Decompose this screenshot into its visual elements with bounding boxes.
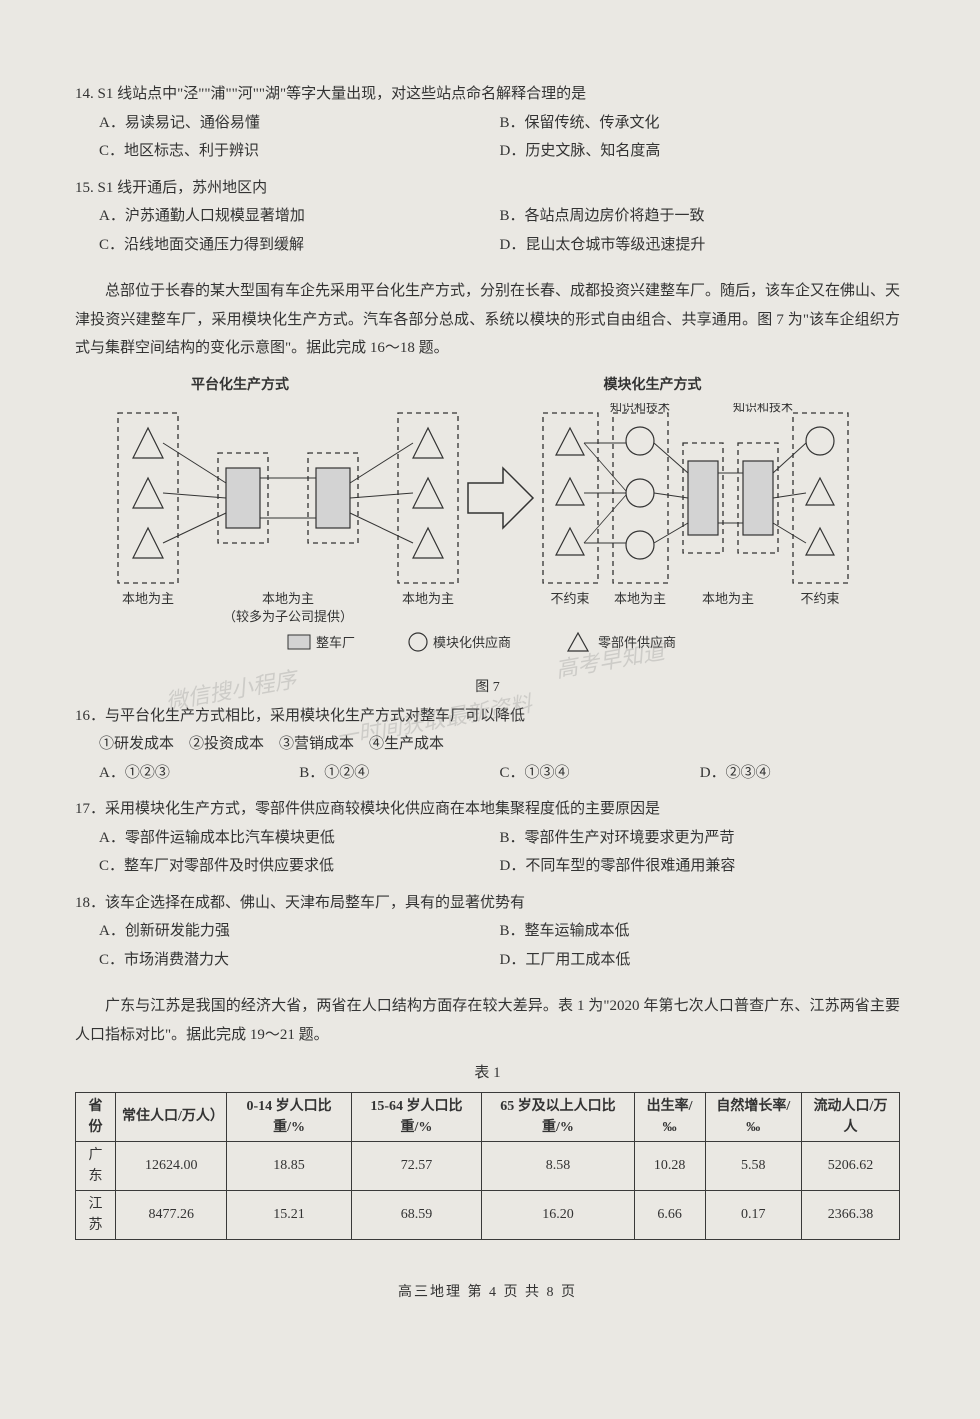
cell: 5.58 (705, 1141, 801, 1190)
th-birth-rate: 出生率/‰ (634, 1092, 705, 1141)
table-row: 江苏 8477.26 15.21 68.59 16.20 6.66 0.17 2… (76, 1190, 900, 1239)
q14-options: A．易读易记、通俗易懂 B．保留传统、传承文化 C．地区标志、利于辨识 D．历史… (75, 109, 900, 166)
cell: 15.21 (227, 1190, 351, 1239)
q16-items: ①研发成本 ②投资成本 ③营销成本 ④生产成本 (75, 730, 900, 759)
th-age-0-14: 0-14 岁人口比重/% (227, 1092, 351, 1141)
svg-text:本地为主: 本地为主 (613, 591, 665, 606)
svg-text:零部件供应商: 零部件供应商 (598, 635, 676, 650)
diagram-title-left: 平台化生产方式 (96, 373, 385, 400)
question-17: 17．采用模块化生产方式，零部件供应商较模块化供应商在本地集聚程度低的主要原因是… (75, 795, 900, 881)
diagram-svg: 本地为主 本地为主 本地为主 （较多为子公司提供） 知识和技术 知识和技术 (108, 403, 868, 663)
cell: 6.66 (634, 1190, 705, 1239)
q17-options: A．零部件运输成本比汽车模块更低 B．零部件生产对环境要求更为严苛 C．整车厂对… (75, 824, 900, 881)
cell: 8477.26 (116, 1190, 227, 1239)
page: 14. S1 线站点中"泾""浦""河""湖"等字大量出现，对这些站点命名解释合… (75, 80, 900, 1306)
passage-3: 广东与江苏是我国的经济大省，两省在人口结构方面存在较大差异。表 1 为"2020… (75, 992, 900, 1049)
svg-text:本地为主: 本地为主 (401, 591, 453, 606)
q16-opt-a: A．①②③ (99, 759, 299, 788)
question-16: 16．与平台化生产方式相比，采用模块化生产方式对整车厂可以降低 ①研发成本 ②投… (75, 702, 900, 788)
q15-options: A．沪苏通勤人口规模显著增加 B．各站点周边房价将趋于一致 C．沿线地面交通压力… (75, 202, 900, 259)
cell: 16.20 (482, 1190, 634, 1239)
svg-text:本地为主: 本地为主 (261, 591, 313, 606)
th-floating: 流动人口/万人 (802, 1092, 900, 1141)
table-header-row: 省份 常住人口/万人） 0-14 岁人口比重/% 15-64 岁人口比重/% 6… (76, 1092, 900, 1141)
figure-caption: 图 7 (75, 675, 900, 702)
th-age-65: 65 岁及以上人口比重/% (482, 1092, 634, 1141)
table-row: 广东 12624.00 18.85 72.57 8.58 10.28 5.58 … (76, 1141, 900, 1190)
cell: 2366.38 (802, 1190, 900, 1239)
q15-stem: 15. S1 线开通后，苏州地区内 (75, 174, 900, 203)
cell: 8.58 (482, 1141, 634, 1190)
svg-text:不约束: 不约束 (550, 591, 589, 606)
q18-stem: 18．该车企选择在成都、佛山、天津布局整车厂，具有的显著优势有 (75, 889, 900, 918)
cell: 72.57 (351, 1141, 482, 1190)
cell: 0.17 (705, 1190, 801, 1239)
question-18: 18．该车企选择在成都、佛山、天津布局整车厂，具有的显著优势有 A．创新研发能力… (75, 889, 900, 975)
cell: 广东 (76, 1141, 116, 1190)
q14-opt-b: B．保留传统、传承文化 (500, 109, 901, 138)
svg-text:（较多为子公司提供）: （较多为子公司提供） (222, 609, 352, 624)
q17-opt-c: C．整车厂对零部件及时供应要求低 (99, 852, 500, 881)
q18-opt-d: D．工厂用工成本低 (500, 946, 901, 975)
diagram-title-right: 模块化生产方式 (426, 373, 880, 400)
q17-opt-a: A．零部件运输成本比汽车模块更低 (99, 824, 500, 853)
q15-opt-b: B．各站点周边房价将趋于一致 (500, 202, 901, 231)
q15-opt-c: C．沿线地面交通压力得到缓解 (99, 231, 500, 260)
q16-opt-b: B．①②④ (299, 759, 499, 788)
th-growth-rate: 自然增长率/‰ (705, 1092, 801, 1141)
q16-stem: 16．与平台化生产方式相比，采用模块化生产方式对整车厂可以降低 (75, 702, 900, 731)
diagram-titles: 平台化生产方式 模块化生产方式 (75, 373, 900, 400)
q14-opt-a: A．易读易记、通俗易懂 (99, 109, 500, 138)
q15-opt-d: D．昆山太仓城市等级迅速提升 (500, 231, 901, 260)
q18-opt-b: B．整车运输成本低 (500, 917, 901, 946)
svg-text:不约束: 不约束 (800, 591, 839, 606)
cell: 18.85 (227, 1141, 351, 1190)
q17-opt-b: B．零部件生产对环境要求更为严苛 (500, 824, 901, 853)
q15-opt-a: A．沪苏通勤人口规模显著增加 (99, 202, 500, 231)
page-footer: 高三地理 第 4 页 共 8 页 (75, 1280, 900, 1307)
cell: 68.59 (351, 1190, 482, 1239)
svg-text:整车厂: 整车厂 (316, 635, 355, 650)
th-age-15-64: 15-64 岁人口比重/% (351, 1092, 482, 1141)
q18-options: A．创新研发能力强 B．整车运输成本低 C．市场消费潜力大 D．工厂用工成本低 (75, 917, 900, 974)
question-14: 14. S1 线站点中"泾""浦""河""湖"等字大量出现，对这些站点命名解释合… (75, 80, 900, 166)
q16-opt-d: D．②③④ (700, 759, 900, 788)
cell: 12624.00 (116, 1141, 227, 1190)
q14-opt-c: C．地区标志、利于辨识 (99, 137, 500, 166)
q14-stem: 14. S1 线站点中"泾""浦""河""湖"等字大量出现，对这些站点命名解释合… (75, 80, 900, 109)
cell: 江苏 (76, 1190, 116, 1239)
th-province: 省份 (76, 1092, 116, 1141)
svg-text:本地为主: 本地为主 (701, 591, 753, 606)
q14-opt-d: D．历史文脉、知名度高 (500, 137, 901, 166)
diagram-figure-7: 本地为主 本地为主 本地为主 （较多为子公司提供） 知识和技术 知识和技术 (75, 403, 900, 663)
q17-stem: 17．采用模块化生产方式，零部件供应商较模块化供应商在本地集聚程度低的主要原因是 (75, 795, 900, 824)
q16-options: A．①②③ B．①②④ C．①③④ D．②③④ (75, 759, 900, 788)
cell: 5206.62 (802, 1141, 900, 1190)
q17-opt-d: D．不同车型的零部件很难通用兼容 (500, 852, 901, 881)
cell: 10.28 (634, 1141, 705, 1190)
passage-2: 总部位于长春的某大型国有车企先采用平台化生产方式，分别在长春、成都投资兴建整车厂… (75, 277, 900, 363)
table-title: 表 1 (75, 1059, 900, 1088)
svg-text:知识和技术: 知识和技术 (732, 403, 792, 414)
q18-opt-a: A．创新研发能力强 (99, 917, 500, 946)
population-table: 省份 常住人口/万人） 0-14 岁人口比重/% 15-64 岁人口比重/% 6… (75, 1092, 900, 1240)
svg-text:知识和技术: 知识和技术 (609, 403, 669, 414)
svg-text:模块化供应商: 模块化供应商 (433, 635, 511, 650)
q16-opt-c: C．①③④ (500, 759, 700, 788)
th-population: 常住人口/万人） (116, 1092, 227, 1141)
q18-opt-c: C．市场消费潜力大 (99, 946, 500, 975)
question-15: 15. S1 线开通后，苏州地区内 A．沪苏通勤人口规模显著增加 B．各站点周边… (75, 174, 900, 260)
svg-text:本地为主: 本地为主 (121, 591, 173, 606)
